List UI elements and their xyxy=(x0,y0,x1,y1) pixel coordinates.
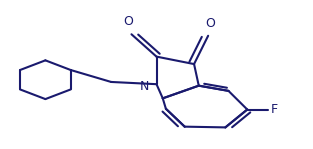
Text: N: N xyxy=(139,80,149,93)
Text: F: F xyxy=(271,103,278,116)
Text: O: O xyxy=(205,17,215,30)
Text: O: O xyxy=(123,15,133,28)
